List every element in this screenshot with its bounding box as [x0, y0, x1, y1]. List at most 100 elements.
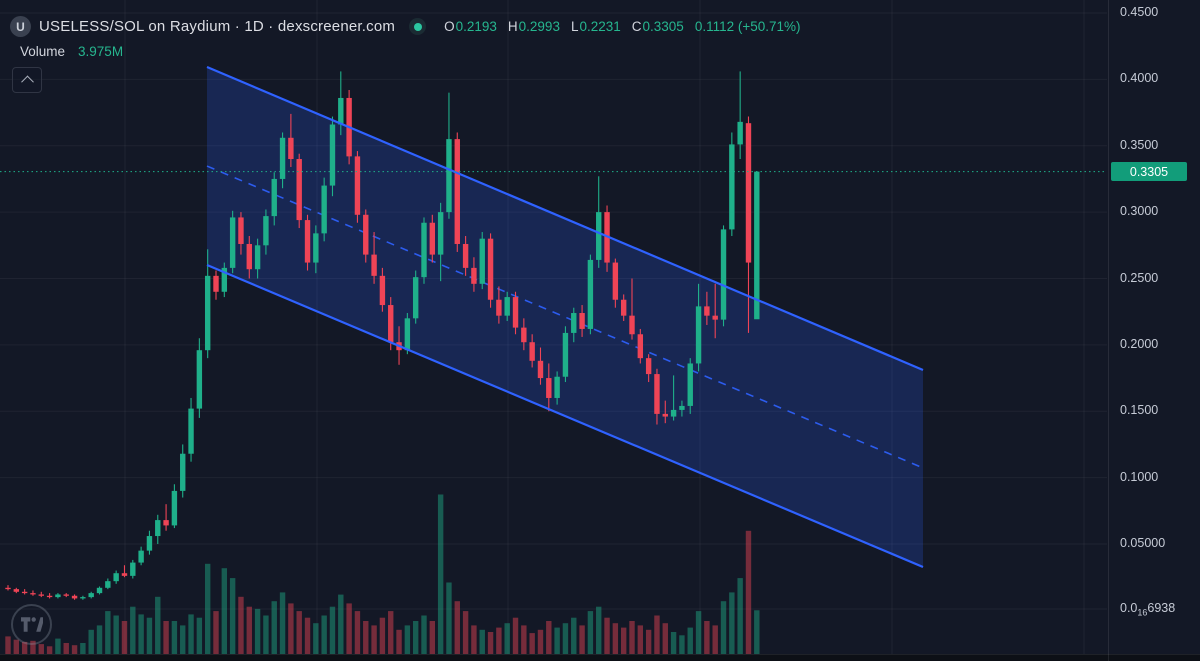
volume-bar: [745, 530, 752, 654]
candle: [695, 306, 702, 364]
volume-bar: [80, 643, 86, 654]
volume-bar: [30, 640, 36, 654]
volume-bar: [105, 611, 111, 654]
candle: [204, 275, 211, 351]
candle: [188, 408, 194, 454]
price-tick: 0.3500: [1120, 137, 1159, 152]
volume-bar: [354, 611, 361, 654]
volume-label: Volume: [20, 44, 66, 59]
volume-bar: [313, 623, 319, 654]
ohlc-item: C0.3305: [631, 19, 684, 34]
current-price-label[interactable]: 0.3305: [1111, 162, 1187, 182]
candle: [720, 229, 727, 320]
volume-bar: [121, 621, 128, 654]
volume-bar: [662, 623, 668, 654]
candle: [196, 350, 203, 409]
candle: [263, 216, 269, 246]
candle: [596, 212, 602, 260]
candle: [304, 220, 311, 263]
volume-bar: [620, 627, 627, 654]
candle: [679, 405, 685, 410]
volume-bar: [146, 617, 153, 654]
candle: [562, 332, 569, 377]
trend-channel-fill: [207, 67, 923, 567]
price-tick: 0.2500: [1120, 270, 1159, 285]
candle: [21, 591, 28, 594]
volume-bar: [180, 625, 186, 654]
price-axis[interactable]: 0.3305 0.4500 0.4000 0.3500 0.3000 0.2500 0.2…: [1108, 0, 1200, 661]
candle: [371, 254, 377, 276]
candle: [512, 297, 519, 328]
candle: [171, 490, 178, 526]
volume-bar: [13, 639, 20, 654]
trend-channel-bottom: [206, 263, 924, 568]
volume-bar: [46, 646, 53, 654]
candle: [105, 581, 111, 588]
volume-bar: [471, 625, 477, 654]
volume-bar: [138, 614, 144, 654]
volume-bar: [504, 623, 510, 654]
volume-bar: [479, 629, 485, 654]
volume-bar: [188, 614, 194, 654]
volume-bar: [587, 611, 594, 654]
ohlc-values: O0.2193 H0.2993 L0.2231 C0.3305: [444, 19, 684, 34]
candle: [5, 587, 11, 590]
candle: [687, 363, 693, 406]
volume-bar: [55, 638, 61, 654]
volume-bar: [704, 621, 710, 654]
volume-bar: [321, 615, 327, 654]
candle: [338, 97, 344, 125]
volume-bar: [288, 603, 294, 654]
volume-bar: [338, 594, 344, 654]
candle: [155, 520, 161, 537]
symbol-logo: U: [10, 16, 31, 37]
change-value: 0.1112 (+50.71%): [694, 19, 801, 34]
price-tick: 0.05000: [1120, 536, 1166, 550]
volume-bar: [229, 578, 236, 654]
volume-bar: [5, 636, 11, 654]
volume-bar: [38, 644, 44, 654]
volume-bar: [645, 629, 652, 654]
candle: [496, 299, 502, 316]
candle: [221, 267, 228, 292]
volume-bar: [96, 625, 103, 654]
volume-bar: [521, 625, 527, 654]
volume-bar: [163, 621, 169, 654]
collapse-pane-button[interactable]: [12, 67, 42, 93]
candle: [138, 550, 144, 563]
volume-value: 3.975M: [78, 44, 124, 59]
volume-bar: [421, 615, 427, 654]
candle: [529, 342, 535, 361]
time-axis[interactable]: [0, 654, 1200, 661]
candle: [254, 245, 261, 270]
candle: [63, 594, 69, 596]
volume-bar: [487, 632, 494, 654]
symbol-title[interactable]: USELESS/SOL on Raydium · 1D · dexscreene…: [39, 18, 396, 35]
candle: [629, 315, 635, 335]
candle: [130, 562, 136, 576]
candle: [712, 315, 718, 320]
candle: [329, 124, 336, 186]
candle: [446, 139, 452, 213]
candle: [579, 313, 585, 329]
candle: [296, 159, 302, 221]
volume-bar: [238, 596, 244, 654]
candle: [38, 594, 44, 596]
volume-bar: [462, 611, 469, 654]
volume-bar: [254, 608, 261, 654]
volume-bar: [221, 568, 228, 654]
chevron-up-icon: [20, 75, 34, 88]
live-indicator-icon[interactable]: [409, 18, 427, 35]
volume-bar: [263, 615, 269, 654]
volume-bar: [388, 611, 394, 654]
volume-bar: [88, 629, 94, 654]
candle: [354, 156, 361, 215]
candle: [279, 137, 286, 179]
volume-bar: [429, 621, 436, 654]
candle: [412, 277, 419, 319]
volume-bar: [155, 596, 161, 654]
volume-bar: [454, 601, 460, 654]
volume-bar: [196, 617, 203, 654]
volume-bar: [213, 611, 219, 654]
